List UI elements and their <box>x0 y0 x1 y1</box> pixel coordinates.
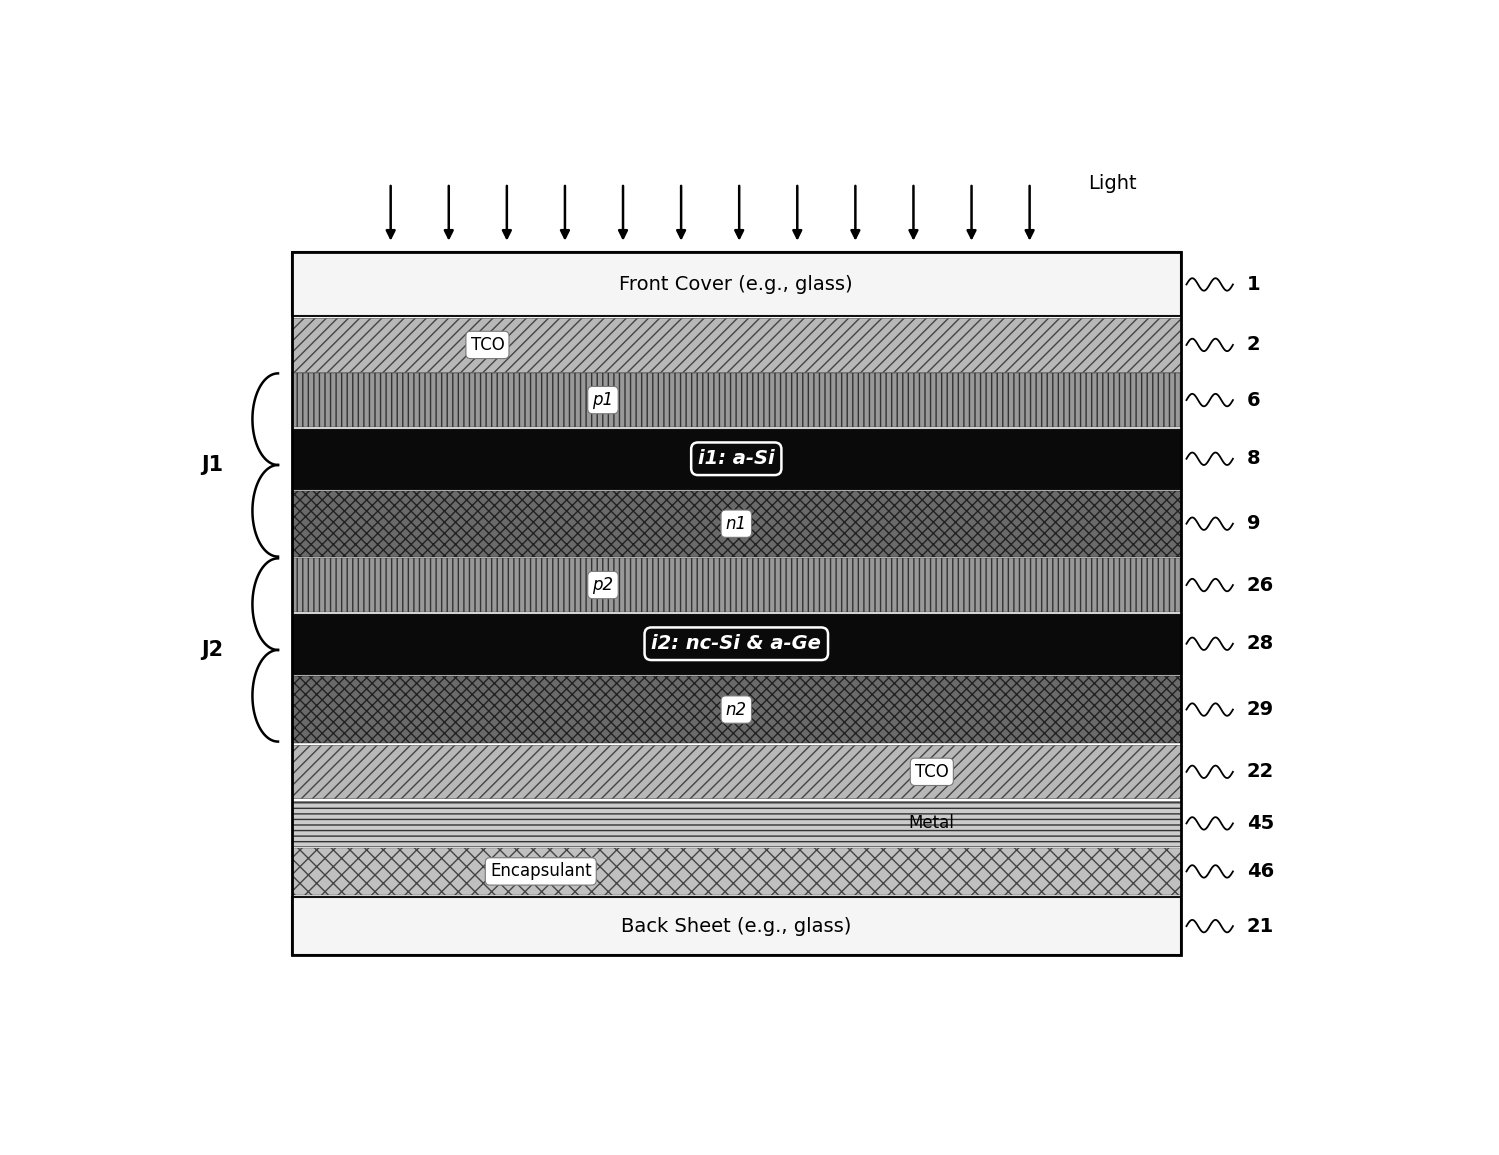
Text: n1: n1 <box>726 515 747 532</box>
Text: 28: 28 <box>1247 634 1274 654</box>
Bar <box>292 558 1181 612</box>
Bar <box>292 253 1181 955</box>
Text: 45: 45 <box>1247 814 1274 833</box>
Text: 21: 21 <box>1247 917 1274 936</box>
Text: 8: 8 <box>1247 449 1261 468</box>
Text: Encapsulant: Encapsulant <box>490 863 592 880</box>
Text: n2: n2 <box>726 701 747 718</box>
Text: TCO: TCO <box>914 762 949 781</box>
Text: 1: 1 <box>1247 275 1261 295</box>
Bar <box>292 897 1181 955</box>
Bar <box>292 848 1181 894</box>
Text: 46: 46 <box>1247 862 1274 881</box>
Text: 22: 22 <box>1247 762 1274 781</box>
Text: 26: 26 <box>1247 575 1274 595</box>
Text: i2: nc-Si & a-Ge: i2: nc-Si & a-Ge <box>652 634 821 654</box>
Text: p2: p2 <box>592 576 613 594</box>
Text: 6: 6 <box>1247 390 1261 410</box>
Text: TCO: TCO <box>471 336 504 353</box>
Text: J1: J1 <box>201 455 223 475</box>
Bar <box>292 253 1181 316</box>
Text: 9: 9 <box>1247 514 1261 534</box>
Bar <box>292 319 1181 372</box>
Text: 29: 29 <box>1247 700 1274 720</box>
Text: Back Sheet (e.g., glass): Back Sheet (e.g., glass) <box>621 917 851 936</box>
Text: i1: a-Si: i1: a-Si <box>699 449 775 468</box>
Bar <box>292 373 1181 426</box>
Bar <box>292 491 1181 557</box>
Text: Front Cover (e.g., glass): Front Cover (e.g., glass) <box>619 275 853 295</box>
Bar <box>292 802 1181 845</box>
Bar <box>292 429 1181 489</box>
Bar <box>292 745 1181 798</box>
Text: 2: 2 <box>1247 335 1261 355</box>
Text: J2: J2 <box>201 640 223 660</box>
Bar <box>292 676 1181 744</box>
Text: Light: Light <box>1088 173 1136 193</box>
Bar <box>292 613 1181 675</box>
Text: Metal: Metal <box>908 814 955 833</box>
Text: p1: p1 <box>592 392 613 409</box>
